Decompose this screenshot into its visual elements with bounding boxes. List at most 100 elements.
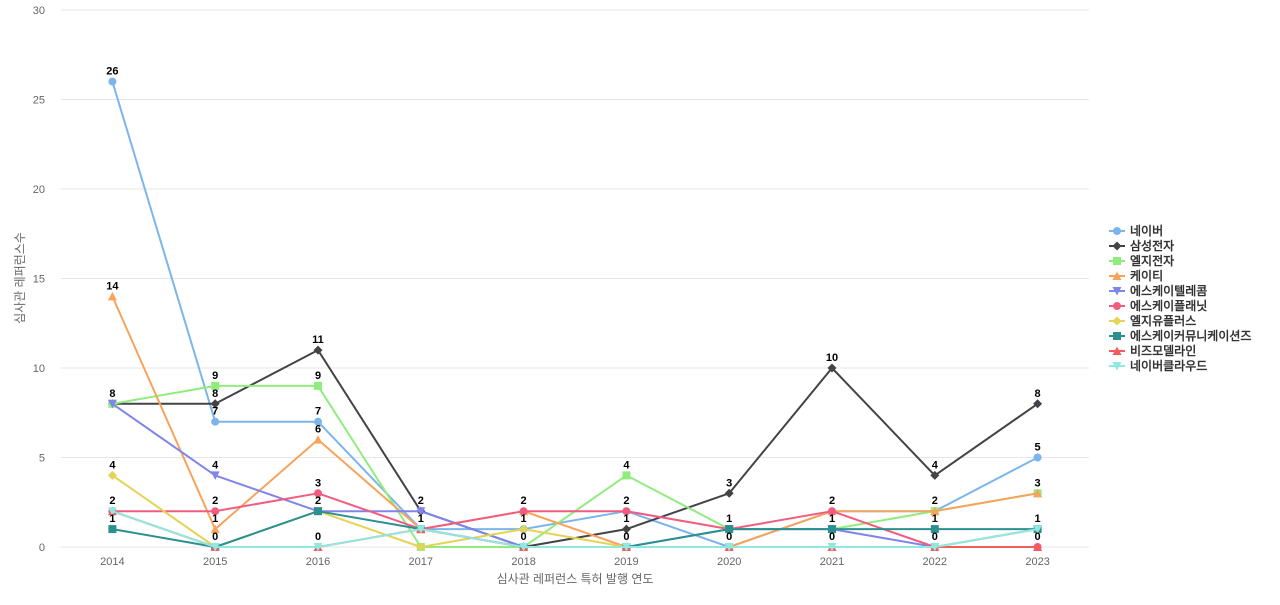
data-point[interactable]	[724, 543, 734, 552]
legend-marker[interactable]	[1112, 316, 1122, 326]
legend-marker[interactable]	[1112, 362, 1122, 371]
legend-item[interactable]: 엘지유플러스	[1109, 313, 1196, 328]
legend: 네이버삼성전자엘지전자케이티에스케이텔레콤에스케이플래닛엘지유플러스에스케이커뮤…	[1109, 223, 1251, 373]
y-axis-title: 심사관 레퍼런스수	[13, 232, 27, 324]
series-line[interactable]	[111, 81, 1039, 548]
data-label: 2	[109, 495, 115, 507]
data-point[interactable]	[210, 471, 220, 480]
data-point[interactable]	[827, 543, 837, 552]
data-label: 2	[932, 495, 938, 507]
series-line[interactable]	[111, 295, 1038, 548]
data-point[interactable]	[1033, 399, 1043, 409]
x-tick-label: 2020	[717, 556, 741, 568]
legend-item[interactable]: 케이티	[1109, 268, 1163, 283]
legend-item[interactable]: 비즈모델라인	[1109, 343, 1196, 358]
legend-marker[interactable]	[1113, 332, 1121, 340]
data-label: 1	[726, 513, 732, 525]
legend-item[interactable]: 에스케이커뮤니케이션즈	[1109, 328, 1251, 343]
data-point[interactable]	[1033, 453, 1042, 462]
legend-item[interactable]: 네이버클라우드	[1109, 358, 1207, 373]
data-point[interactable]	[724, 488, 734, 498]
data-label: 1	[829, 513, 835, 525]
data-label: 4	[109, 459, 116, 471]
data-label: 2	[418, 495, 424, 507]
legend-marker[interactable]	[1112, 287, 1122, 296]
data-point[interactable]	[930, 470, 940, 480]
data-point[interactable]	[930, 506, 940, 516]
data-point[interactable]	[416, 507, 426, 516]
legend-item[interactable]: 삼성전자	[1109, 238, 1174, 253]
data-point[interactable]	[107, 291, 117, 301]
legend-item[interactable]: 에스케이플래닛	[1109, 298, 1207, 313]
data-point[interactable]	[108, 77, 117, 86]
legend-item[interactable]: 에스케이텔레콤	[1109, 283, 1207, 298]
data-point[interactable]	[519, 543, 529, 552]
data-point[interactable]	[930, 543, 940, 552]
data-point[interactable]	[313, 345, 323, 355]
data-point[interactable]	[107, 507, 117, 516]
data-point[interactable]	[314, 507, 322, 516]
data-point[interactable]	[1033, 542, 1043, 552]
legend-label: 네이버클라우드	[1130, 358, 1207, 373]
legend-marker[interactable]	[1113, 227, 1121, 235]
data-point[interactable]	[107, 470, 117, 480]
y-tick-label: 5	[39, 453, 45, 465]
data-point[interactable]	[1033, 488, 1043, 498]
data-point[interactable]	[725, 525, 734, 534]
data-label: 5	[1035, 442, 1041, 454]
data-point[interactable]	[314, 489, 322, 498]
series-group	[107, 77, 1043, 552]
x-tick-label: 2014	[100, 556, 124, 568]
data-label: 14	[106, 280, 119, 292]
legend-marker[interactable]	[1112, 346, 1122, 356]
legend-marker[interactable]	[1112, 271, 1122, 281]
data-label: 8	[1035, 388, 1041, 400]
legend-marker[interactable]	[1113, 302, 1121, 310]
data-point[interactable]	[416, 525, 426, 534]
data-label: 0	[1035, 531, 1041, 543]
series	[107, 507, 1043, 552]
data-point[interactable]	[210, 399, 220, 409]
data-point[interactable]	[313, 435, 323, 444]
data-point[interactable]	[1033, 525, 1043, 534]
series-line[interactable]	[111, 402, 1038, 548]
data-point[interactable]	[828, 507, 836, 516]
data-point[interactable]	[211, 507, 220, 516]
data-point[interactable]	[211, 381, 220, 390]
data-point[interactable]	[210, 524, 220, 534]
data-label: 1	[623, 513, 629, 525]
data-point[interactable]	[108, 525, 117, 534]
legend-item[interactable]: 네이버	[1109, 223, 1163, 238]
data-point[interactable]	[828, 525, 836, 534]
data-point[interactable]	[211, 417, 220, 426]
data-point[interactable]	[210, 543, 220, 552]
data-point[interactable]	[622, 507, 631, 516]
data-point[interactable]	[519, 507, 528, 516]
data-point[interactable]	[314, 417, 322, 426]
series	[108, 77, 1042, 551]
data-label: 1	[109, 513, 115, 525]
data-label: 3	[1035, 477, 1041, 489]
legend-label: 비즈모델라인	[1130, 343, 1196, 358]
data-point[interactable]	[107, 399, 117, 409]
data-point[interactable]	[930, 525, 939, 534]
data-point[interactable]	[621, 524, 631, 534]
data-label: 2	[212, 495, 218, 507]
series-line[interactable]	[112, 510, 1038, 548]
data-point[interactable]	[827, 363, 837, 373]
legend-marker[interactable]	[1113, 257, 1121, 265]
series-line[interactable]	[112, 384, 1038, 548]
legend-marker[interactable]	[1112, 241, 1122, 251]
data-point[interactable]	[416, 542, 426, 552]
data-point[interactable]	[313, 543, 323, 552]
legend-label: 엘지전자	[1130, 253, 1174, 268]
legend-item[interactable]: 엘지전자	[1109, 253, 1174, 268]
data-point[interactable]	[519, 524, 529, 534]
legend-label: 케이티	[1130, 268, 1163, 283]
x-tick-label: 2021	[820, 556, 844, 568]
data-point[interactable]	[314, 381, 322, 390]
x-tick-label: 2018	[511, 556, 535, 568]
data-point[interactable]	[621, 543, 631, 552]
data-point[interactable]	[622, 471, 631, 480]
